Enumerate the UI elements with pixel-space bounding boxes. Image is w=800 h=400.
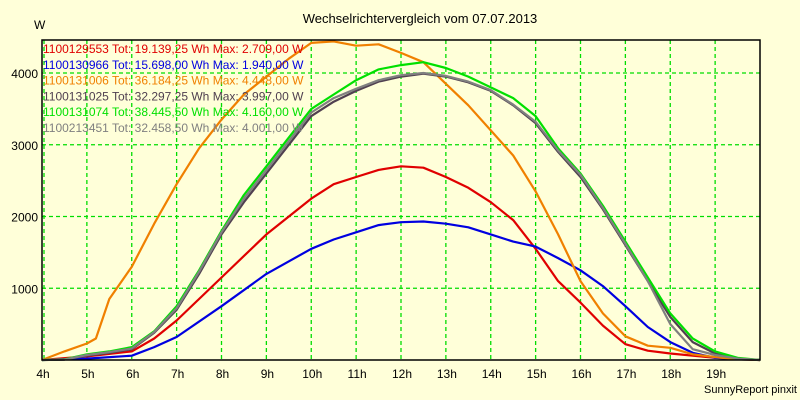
y-axis-label: W [34,18,46,32]
x-tick-label: 15h [527,367,547,381]
grid [42,40,760,360]
series-layer [41,40,761,362]
legend-entry: 1100131074 Tot: 38.445,50 Wh Max: 4.160,… [43,105,304,119]
x-tick-label: 8h [216,367,229,381]
y-tick-label: 2000 [11,211,38,225]
footer-credit: SunnyReport pinxit [704,384,797,396]
series-line-6 [41,71,761,362]
series-line-3 [41,40,761,362]
x-tick-label: 19h [706,367,726,381]
legend-entry: 1100129553 Tot: 19.139,25 Wh Max: 2.709,… [43,42,304,56]
y-tick-label: 4000 [11,67,38,81]
y-tick-label: 1000 [11,282,38,296]
y-axis: 1000 2000 3000 4000 [11,67,38,296]
series-line-1 [41,165,761,362]
x-tick-label: 6h [126,367,139,381]
x-tick-label: 12h [392,367,412,381]
plot-frame [41,39,761,361]
x-tick-label: 5h [81,367,94,381]
legend-entry: 1100130966 Tot: 15.698,00 Wh Max: 1.940,… [43,58,304,72]
x-tick-label: 11h [348,367,367,381]
legend-entry: 1100131006 Tot: 36.184,25 Wh Max: 4.448,… [43,74,304,88]
x-tick-label: 9h [261,367,274,381]
legend-entry: 1100213451 Tot: 32.458,50 Wh Max: 4.001,… [43,121,304,135]
x-tick-label: 17h [616,367,636,381]
legend-entry: 1100131025 Tot: 32.297,25 Wh Max: 3.997,… [43,89,304,103]
x-tick-label: 13h [437,367,457,381]
x-tick-label: 10h [302,367,322,381]
chart-title: Wechselrichtervergleich vom 07.07.2013 [303,11,538,26]
x-tick-label: 14h [482,367,502,381]
y-tick-label: 3000 [11,139,38,153]
x-tick-label: 4h [36,367,49,381]
x-axis: 4h 5h 6h 7h 8h 9h 10h 11h 12h 13h 14h 15h 16h 17h 18h 1… [36,367,726,381]
series-line-2 [41,220,761,362]
legend: 1100129553 Tot: 19.139,25 Wh Max: 2.709,… [43,42,304,135]
x-tick-label: 7h [171,367,184,381]
x-tick-label: 16h [571,367,591,381]
x-tick-label: 18h [661,367,681,381]
